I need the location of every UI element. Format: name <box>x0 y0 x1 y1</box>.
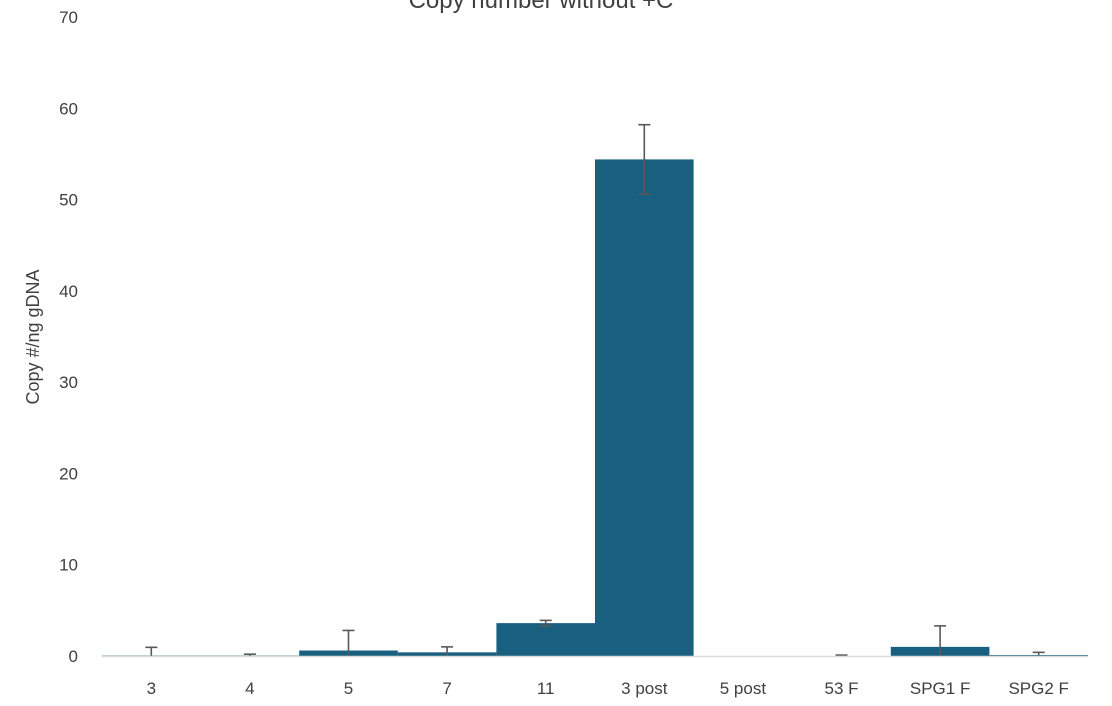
y-tick-label: 60 <box>59 99 78 118</box>
y-tick-label: 20 <box>59 464 78 483</box>
error-bar <box>638 123 651 195</box>
error-bars <box>145 123 1045 656</box>
error-bar <box>441 646 454 656</box>
y-tick-label: 50 <box>59 191 78 210</box>
x-axis-labels: 3 4 5 7 11 3 post 5 post 53 F SPG1 F SPG2 F <box>147 679 1069 698</box>
error-bar <box>243 653 256 656</box>
chart-title: Copy number without +C <box>409 0 674 14</box>
error-bar <box>145 646 158 656</box>
bars <box>102 159 1088 657</box>
x-tick-label: 7 <box>442 679 451 698</box>
x-tick-label: 53 F <box>824 679 858 698</box>
x-tick-label: 5 <box>344 679 353 698</box>
x-tick-label: 4 <box>245 679 254 698</box>
y-axis-title: Copy #/ng gDNA <box>23 269 43 404</box>
x-tick-label: SPG1 F <box>910 679 970 698</box>
bar <box>595 159 694 657</box>
error-bar <box>342 629 355 656</box>
error-bar <box>934 625 947 656</box>
error-bar <box>1032 651 1045 656</box>
y-tick-label: 70 <box>59 8 78 27</box>
y-axis-ticks: 0 10 20 30 40 50 60 70 <box>59 8 78 666</box>
x-tick-label: 3 post <box>621 679 668 698</box>
error-bar <box>539 619 552 627</box>
y-tick-label: 10 <box>59 556 78 575</box>
x-tick-label: 11 <box>537 679 555 698</box>
bar <box>496 623 595 656</box>
x-tick-label: 5 post <box>720 679 767 698</box>
x-tick-label: SPG2 F <box>1008 679 1068 698</box>
y-tick-label: 40 <box>59 282 78 301</box>
y-tick-label: 30 <box>59 373 78 392</box>
x-tick-label: 3 <box>147 679 156 698</box>
y-tick-label: 0 <box>69 647 78 666</box>
